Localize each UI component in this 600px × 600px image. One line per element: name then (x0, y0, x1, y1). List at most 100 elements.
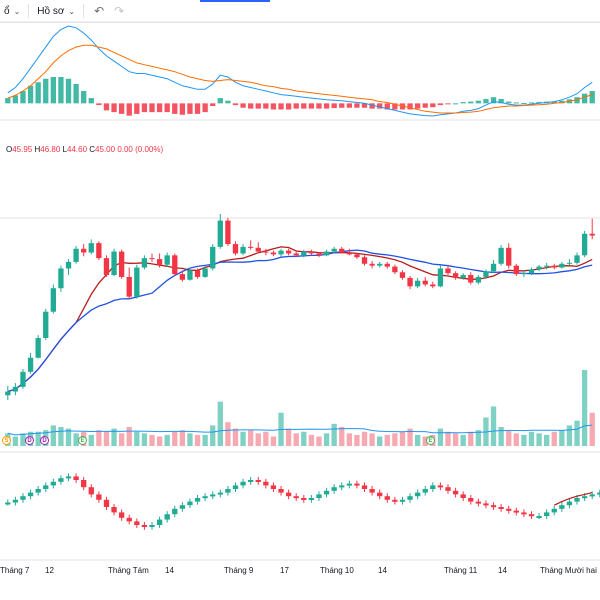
candle-body (43, 311, 49, 338)
macd-histogram-bar (521, 102, 527, 104)
candle-body (194, 270, 201, 277)
volume-bar (194, 434, 201, 446)
oscillator-candle-body (126, 517, 132, 522)
volume-bar (248, 430, 254, 446)
undo-icon[interactable]: ↶ (94, 4, 105, 18)
macd-histogram-bar (278, 103, 284, 110)
candle-body (248, 246, 254, 248)
change-value: 0.00 (0.00%) (117, 145, 164, 154)
volume-bar (126, 427, 132, 446)
candle-body (483, 271, 489, 277)
macd-histogram-bar (12, 95, 19, 104)
earnings-event-icon[interactable]: E (78, 436, 87, 445)
dividend-event-icon[interactable]: D (40, 436, 49, 445)
candle-body (384, 263, 390, 267)
macd-histogram-bar (202, 103, 208, 113)
macd-histogram-bar (134, 103, 140, 114)
oscillator-candle-body (361, 485, 368, 489)
oscillator-candle-body (399, 499, 406, 502)
volume-bar (308, 434, 315, 446)
volume-bar (399, 431, 406, 446)
candle-body (164, 255, 170, 265)
volume-bar (346, 433, 352, 446)
volume-bar (316, 436, 322, 446)
macd-histogram-bar (589, 91, 595, 104)
open-value: 45.95 (12, 145, 33, 154)
macd-line (7, 25, 593, 117)
candle-body (96, 243, 102, 259)
dividend-event-icon[interactable]: D (25, 436, 34, 445)
candle-body (331, 248, 337, 252)
volume-bar (506, 430, 512, 446)
oscillator-candle-body (331, 487, 337, 491)
candle-body (293, 253, 299, 256)
macd-histogram-bar (217, 98, 223, 104)
candle-body (528, 269, 535, 274)
macd-histogram-bar (96, 103, 102, 106)
volume-bar (369, 433, 375, 446)
macd-histogram-bar (551, 101, 557, 104)
profile-menu-button[interactable]: Hồ sơ ⌄ (33, 0, 79, 22)
macd-histogram-bar (263, 103, 269, 109)
oscillator-candle-body (210, 494, 216, 497)
earnings-event-icon[interactable]: E (426, 436, 435, 445)
volume-bar (339, 427, 345, 446)
macd-histogram-bar (73, 84, 79, 104)
oscillator-candle-body (111, 507, 117, 513)
x-axis-label: Tháng 11 (444, 566, 478, 575)
macd-histogram-bar (58, 76, 64, 104)
candle-body (270, 252, 277, 255)
toolbar-item[interactable]: ổ ⌄ (0, 0, 24, 22)
signal-line (7, 44, 593, 114)
candle-body (149, 258, 155, 260)
candle-body (574, 255, 580, 263)
macd-histogram-bar (118, 103, 125, 114)
oscillator-candle-body (285, 492, 292, 497)
x-axis-label: Tháng 9 (224, 566, 254, 575)
volume-bar (263, 431, 269, 446)
active-tab-indicator (200, 0, 270, 2)
oscillator-candle-body (566, 501, 573, 506)
macd-histogram-bar (506, 101, 512, 104)
candle-body (361, 257, 368, 264)
oscillator-candle-body (452, 490, 459, 495)
oscillator-candle-body (35, 489, 41, 493)
oscillator-candle-body (574, 498, 580, 502)
oscillator-candle-body (483, 503, 489, 506)
candle-body (210, 246, 216, 269)
candle-body (445, 268, 451, 274)
oscillator-candle-body (43, 485, 49, 489)
volume-bar (210, 425, 216, 446)
macd-histogram-bar (414, 103, 421, 109)
x-axis-label: Tháng Mười hai (540, 566, 597, 575)
macd-histogram-bar (88, 98, 94, 104)
candle-body (225, 220, 231, 245)
redo-icon[interactable]: ↷ (114, 4, 125, 18)
macd-histogram-bar (248, 103, 254, 109)
oscillator-candle-body (513, 510, 519, 513)
candle-body (65, 261, 72, 269)
oscillator-candle-body (597, 492, 600, 495)
toolbar-divider (83, 4, 85, 18)
macd-histogram-bar (194, 103, 201, 114)
volume-bar (255, 433, 261, 446)
macd-histogram-bar (103, 103, 110, 111)
candle-body (12, 386, 19, 392)
oscillator-candle-body (581, 496, 588, 499)
oscillator-candle-body (339, 485, 345, 488)
candle-body (308, 251, 315, 254)
macd-histogram-bar (179, 103, 186, 115)
chevron-down-icon: ⌄ (13, 6, 21, 16)
volume-bar (422, 436, 428, 446)
split-event-icon[interactable]: S (2, 436, 11, 445)
candle-body (323, 251, 330, 256)
macd-histogram-bar (301, 103, 307, 109)
macd-histogram-bar (445, 103, 451, 105)
oscillator-candle-body (73, 476, 79, 480)
volume-bar (445, 431, 451, 446)
macd-histogram-bar (475, 100, 482, 104)
candle-body (301, 251, 307, 256)
candle-body (232, 244, 239, 254)
volume-average-line (7, 424, 593, 436)
